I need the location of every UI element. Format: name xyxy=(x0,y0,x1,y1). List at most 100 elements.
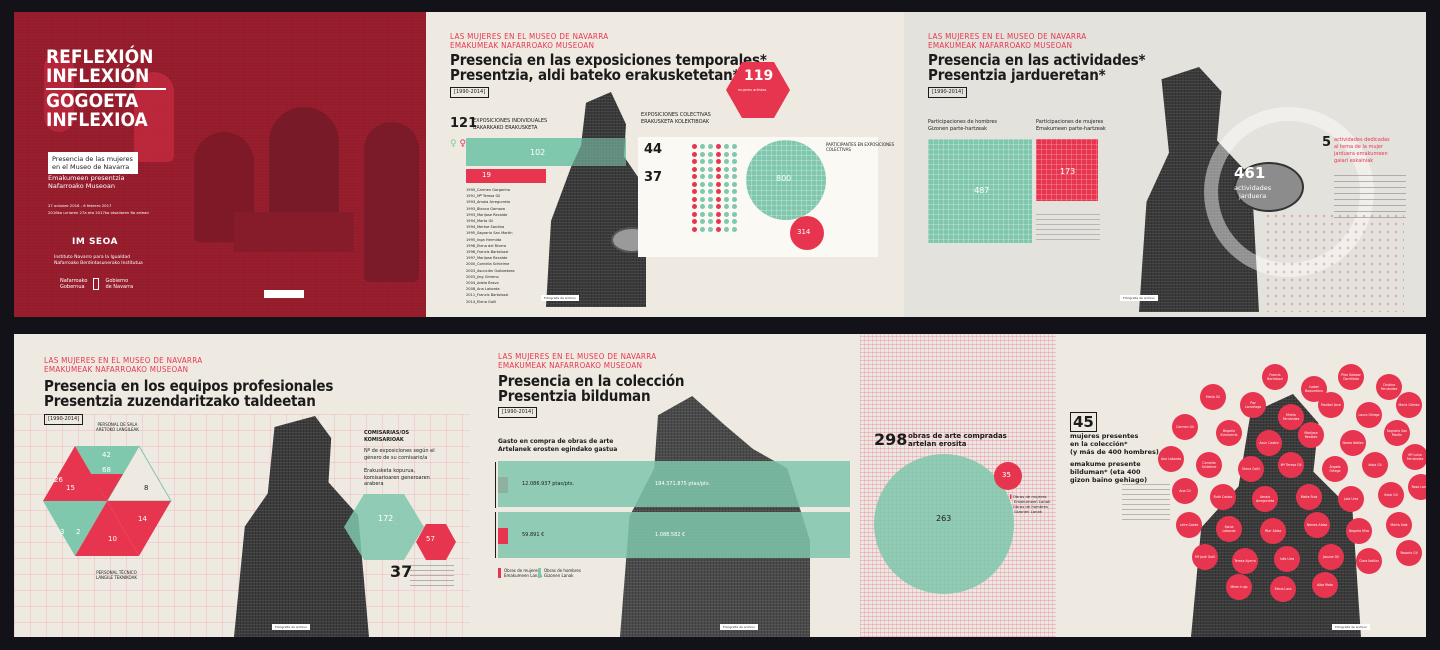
name-bubble: Sagrario San Martín xyxy=(1384,420,1410,446)
exhib-dot xyxy=(700,174,705,179)
act-title-2: Presentzia jardueretan* xyxy=(928,66,1106,84)
list-item: 1994_Marta Gil xyxy=(466,219,494,224)
exhib-name-list: 1990_Carmen Gorgorino 1991_Mª Teresa Gil… xyxy=(466,187,515,305)
exhib-dot xyxy=(700,211,705,217)
cover-title-line-4: INFLEXIOA xyxy=(46,109,148,131)
team-title-1: Presencia en los equipos profesionales xyxy=(44,377,334,395)
list-item: 2008_Ana Laborda xyxy=(466,287,500,292)
exhib-dot xyxy=(716,211,721,217)
exhib-dot xyxy=(724,144,729,149)
act-title-1: Presencia en las actividades* xyxy=(928,51,1146,69)
coll-kicker-1: LAS MUJERES EN EL MUSEO DE NAVARRA xyxy=(498,352,657,361)
team-years: [1990-2014] xyxy=(44,414,84,425)
exhib-dot xyxy=(692,219,697,224)
hex-inner xyxy=(91,474,123,501)
coll-women-pta: 12.086.937 ptas/pts. xyxy=(522,481,575,487)
legend-men-1: Obras de hombres xyxy=(544,568,581,573)
team-label-bottom: PERSONAL TÉCNICO LANGILE TEKNIKOAK xyxy=(96,570,137,580)
exhib-dot xyxy=(708,196,713,202)
coll-bar-women-eur xyxy=(498,528,508,544)
name-bubble: Pilar Salazar Gorriñedo xyxy=(1338,364,1364,390)
exhib-kicker-2: EMAKUMEAK NAFARROAKO MUSEOAN xyxy=(450,41,595,50)
team-label-top-1: PERSONAL DE SALA xyxy=(97,422,138,427)
exhib-small-circle xyxy=(790,216,824,250)
legend-women-swatch xyxy=(498,568,501,578)
exhib-photo-overlay xyxy=(546,138,626,166)
cover-photo-credit xyxy=(264,290,304,298)
team-hex-big-value: 172 xyxy=(378,514,394,523)
exhib-dot xyxy=(716,219,721,224)
team-side-num: 37 xyxy=(390,562,413,581)
exhib-dot xyxy=(716,151,721,157)
hex-tri-4 xyxy=(75,501,139,556)
exhib-panel: LAS MUJERES EN EL MUSEO DE NAVARRA EMAKU… xyxy=(426,12,904,317)
exhib-dot xyxy=(716,174,721,179)
bought-legend-w-2: Emakumeen Lanak xyxy=(1014,499,1051,504)
teams-panel: LAS MUJERES EN EL MUSEO DE NAVARRA EMAKU… xyxy=(14,334,470,637)
exhib-dot xyxy=(724,174,729,179)
team-title-2: Presentzia zuzendaritzako taldeetan xyxy=(44,392,316,410)
act-side-text: actividades dedicadas al tema de la muje… xyxy=(1334,137,1390,165)
cover-subtitle-eu-2: Nafarroako Museoan xyxy=(48,182,115,190)
cover-institute-1: Instituto Navarro para la Igualdad xyxy=(54,255,130,260)
women-name-bubbles: Francis Bartolozzi Isabel Baquedano Pilar … xyxy=(1056,334,1426,637)
exhib-collective-num-1: 44 xyxy=(644,142,663,157)
list-item: 1997_Marijose Recalde xyxy=(466,256,508,261)
name-bubble: Ruth Castro xyxy=(1210,484,1236,510)
exhib-dot xyxy=(724,219,729,224)
name-bubble: Cristina Fernández xyxy=(1376,374,1402,400)
act-women-value: 173 xyxy=(1060,167,1076,176)
act-kicker-2: EMAKUMEAK NAFARROAKO MUSEOAN xyxy=(928,41,1073,50)
exhib-dot xyxy=(708,159,713,164)
name-bubble: Idoia Gil xyxy=(1362,452,1388,478)
act-men-label-2: Gizonen parte-hartzeak xyxy=(928,125,987,132)
team-hexagon-chart xyxy=(43,445,172,556)
legend-women-1: Obras de mujeres xyxy=(504,568,540,573)
list-item: 1990_Carmen Gorgorino xyxy=(466,188,511,192)
exhib-dot xyxy=(708,226,713,232)
act-total-label: actividades jarduera xyxy=(1234,184,1271,200)
gov-es-1: Gobierno xyxy=(105,278,129,284)
exhib-dot xyxy=(732,174,737,179)
exhib-individual-total: 121 xyxy=(450,116,478,131)
cover-divider xyxy=(46,88,166,90)
activities-panel: LAS MUJERES EN EL MUSEO DE NAVARRA EMAKU… xyxy=(904,12,1426,317)
name-bubble: Laura Ortega xyxy=(1356,402,1382,428)
exhib-dot xyxy=(692,189,697,194)
team-label-top-2: ARETOKO LANGILEAK xyxy=(96,427,139,432)
exhib-dot xyxy=(732,144,737,149)
name-bubble: Amaia Arregurreta xyxy=(1252,486,1278,512)
bought-text-2: artelan erosita xyxy=(908,440,967,448)
act-side-num: 5 xyxy=(1322,135,1332,150)
name-bubble: Leire Garde xyxy=(1176,512,1202,538)
exhib-dot xyxy=(732,226,737,232)
purchase-panel: 298 obras de arte compradas artelan eros… xyxy=(860,334,1056,637)
name-bubble: Carmen Gil xyxy=(1172,414,1198,440)
exhib-collective-label: EXPOSICIONES COLECTIVAS ERAKUSKETA KOLEK… xyxy=(641,112,711,125)
cover-subtitle-es-1: Presencia de las mujeres xyxy=(52,155,133,163)
act-hex-pattern xyxy=(1264,212,1404,312)
exhib-dot xyxy=(708,181,713,187)
exhib-dot xyxy=(692,211,697,217)
tri-value-15: 15 xyxy=(66,484,75,492)
act-total-value: 461 xyxy=(1234,164,1266,182)
hex-tri-3 xyxy=(107,501,171,556)
cover-institute: Instituto Navarro para la Igualdad Nafar… xyxy=(54,255,143,267)
exhib-dot xyxy=(716,204,721,209)
name-bubble: Mª Teresa Gil xyxy=(1278,452,1304,478)
exhib-dot xyxy=(732,196,737,202)
bar-individual-women-value: 19 xyxy=(482,171,491,179)
list-item: 1996_Elena del Rivero xyxy=(466,243,507,248)
exhib-dot xyxy=(724,181,729,187)
exhib-dot xyxy=(724,204,729,209)
bought-legend-m-1: Obras de hombres xyxy=(1012,504,1048,509)
exhib-dot xyxy=(692,181,697,187)
coll-men-eur: 1.088.582 € xyxy=(655,532,686,538)
exhib-dot xyxy=(708,189,713,194)
exhib-participants-label: PARTICIPANTES EN EXPOSICIONES COLECTIVAS xyxy=(826,142,895,152)
name-bubble: Clara Ibáñez xyxy=(1356,548,1382,574)
cover-subtitle-eu: Emakumeen presentzia Nafarroako Museoan xyxy=(48,174,125,190)
name-bubble: Begoña Mira xyxy=(1346,518,1372,544)
exhib-dot xyxy=(708,174,713,179)
